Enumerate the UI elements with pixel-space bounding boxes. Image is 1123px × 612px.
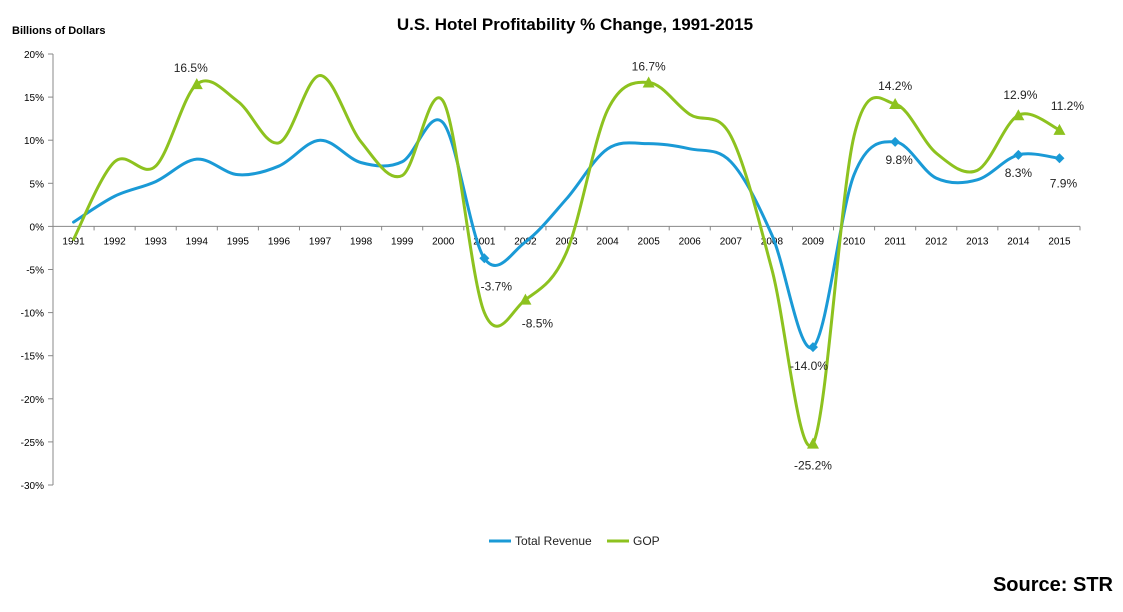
x-tick-label: 2011	[884, 236, 906, 247]
total-revenue-data-label: 8.3%	[1005, 166, 1033, 180]
y-tick-label: 0%	[30, 222, 45, 233]
x-tick-label: 1999	[391, 236, 414, 247]
gop-marker	[889, 97, 902, 109]
gop-marker	[642, 76, 655, 88]
legend: Total Revenue GOP	[489, 534, 660, 548]
x-tick-label: 1993	[145, 236, 168, 247]
x-tick-label: 1995	[227, 236, 250, 247]
total-revenue-marker	[1054, 153, 1065, 164]
total-revenue-marker	[890, 136, 901, 147]
x-tick-label: 1997	[309, 236, 332, 247]
total-revenue-marker	[1013, 149, 1024, 160]
legend-label-gop: GOP	[633, 534, 660, 548]
x-tick-label: 2001	[473, 236, 496, 247]
axes: 20% 15% 10% 5% 0% -5% -10% -15% -20% -25% -30% 1991…	[21, 50, 1081, 492]
x-tick-label: 2009	[802, 236, 825, 247]
gop-marker	[1053, 123, 1066, 135]
x-tick-label: 2014	[1007, 236, 1030, 247]
x-tick-label: 2008	[761, 236, 784, 247]
x-tick-label: 2006	[679, 236, 702, 247]
total-revenue-marker	[807, 342, 818, 353]
gop-data-label: 12.9%	[1003, 88, 1037, 102]
data-labels: -3.7% -14.0% 9.8% 8.3% 7.9% 16.5% -8.5% 16.7% -2…	[174, 59, 1085, 472]
x-tick-label: 1992	[103, 236, 126, 247]
gop-marker	[1012, 109, 1025, 121]
y-tick-label: -25%	[21, 438, 44, 449]
legend-label-total-revenue: Total Revenue	[515, 534, 592, 548]
gop-data-label: 16.7%	[632, 59, 666, 73]
gop-data-label: -25.2%	[794, 459, 832, 473]
y-tick-label: -10%	[21, 309, 44, 320]
gop-data-label: 11.2%	[1051, 99, 1084, 113]
x-tick-label: 2015	[1048, 236, 1071, 247]
y-tick-label: 20%	[24, 50, 44, 61]
x-tick-label: 2010	[843, 236, 866, 247]
total-revenue-data-label: -3.7%	[481, 279, 513, 293]
x-tick-label: 2000	[432, 236, 455, 247]
total-revenue-line	[72, 118, 1061, 350]
x-tick-label: 1991	[62, 236, 85, 247]
x-tick-label: 2007	[720, 236, 743, 247]
x-tick-label: 2004	[596, 236, 619, 247]
total-revenue-marker	[479, 253, 490, 264]
gop-marker	[806, 437, 819, 449]
total-revenue-data-label: 7.9%	[1050, 176, 1078, 190]
gop-line	[72, 74, 1061, 448]
gop-marker	[190, 78, 203, 90]
gop-data-label: -8.5%	[522, 317, 554, 331]
x-tick-label: 2005	[638, 236, 661, 247]
y-tick-label: -15%	[21, 352, 44, 363]
y-axis-label: Billions of Dollars	[12, 25, 106, 37]
gop-data-label: 14.2%	[878, 79, 912, 93]
y-tick-label: -30%	[21, 481, 44, 492]
series-layer	[72, 74, 1066, 449]
y-tick-label: -20%	[21, 395, 44, 406]
x-tick-label: 1996	[268, 236, 291, 247]
x-tick-label: 1998	[350, 236, 373, 247]
total-revenue-data-label: 9.8%	[885, 153, 913, 167]
y-tick-label: 5%	[30, 179, 45, 190]
x-tick-label: 2012	[925, 236, 948, 247]
gop-data-label: 16.5%	[174, 61, 208, 75]
x-tick-label: 2003	[555, 236, 578, 247]
y-tick-label: 15%	[24, 93, 44, 104]
total-revenue-data-label: -14.0%	[790, 359, 828, 373]
gop-marker	[519, 293, 532, 305]
x-tick-label: 1994	[186, 236, 209, 247]
y-tick-label: -5%	[26, 266, 44, 277]
chart-title: U.S. Hotel Profitability % Change, 1991-…	[397, 15, 753, 34]
y-tick-label: 10%	[24, 136, 44, 147]
source-note: Source: STR	[992, 574, 1113, 596]
x-tick-label: 2013	[966, 236, 989, 247]
